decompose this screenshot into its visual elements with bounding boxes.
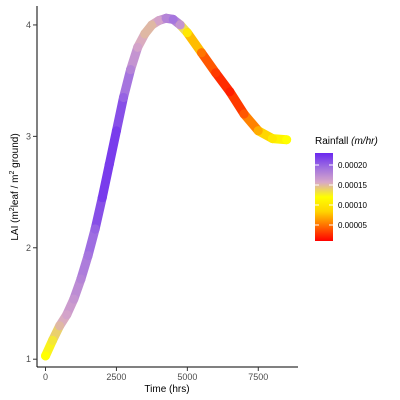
data-point bbox=[55, 321, 65, 331]
legend-title-prefix: Rainfall bbox=[315, 136, 351, 147]
data-point bbox=[168, 14, 178, 24]
x-tick-label: 7500 bbox=[248, 372, 268, 382]
y-tick-label: 1 bbox=[26, 354, 31, 364]
data-point bbox=[97, 193, 107, 203]
data-point bbox=[239, 109, 249, 119]
data-point bbox=[253, 126, 263, 136]
data-point bbox=[182, 28, 192, 38]
y-tick-label: 3 bbox=[26, 131, 31, 141]
x-tick-label: 0 bbox=[43, 372, 48, 382]
data-point bbox=[119, 92, 129, 102]
data-point bbox=[69, 294, 79, 304]
series-segment bbox=[97, 159, 114, 203]
y-axis-ticks: 1 2 3 4 bbox=[26, 20, 37, 364]
y-axis-title: LAI (m2leaf / m2 ground) bbox=[9, 133, 21, 240]
series-segment bbox=[83, 224, 100, 261]
data-point bbox=[62, 310, 72, 320]
data-point bbox=[161, 13, 171, 23]
y-axis-title-sup2: 2 bbox=[9, 171, 16, 175]
data-point bbox=[282, 135, 292, 145]
data-point bbox=[104, 159, 114, 169]
series-segment bbox=[104, 126, 121, 169]
data-point bbox=[90, 224, 100, 234]
legend-ticks: 0.00005 0.00010 0.00015 0.00020 bbox=[315, 161, 367, 230]
y-tick-label: 4 bbox=[26, 20, 31, 30]
legend-colorbar bbox=[315, 153, 333, 241]
plot-panel: 0 2500 5000 7500 1 2 3 4 bbox=[26, 6, 298, 382]
y-axis-title-mid: leaf / m bbox=[10, 175, 21, 208]
data-point bbox=[154, 15, 164, 25]
series-segment bbox=[119, 65, 136, 102]
legend-title-unit: (m/hr) bbox=[351, 136, 378, 147]
x-tick-label: 2500 bbox=[106, 372, 126, 382]
legend-tick-label: 0.00015 bbox=[338, 181, 367, 190]
legend: Rainfall (m/hr) 0.000050.000100.000150.0… bbox=[315, 136, 378, 241]
data-point bbox=[211, 68, 221, 78]
data-point bbox=[83, 251, 93, 261]
data-point bbox=[197, 48, 207, 58]
data-series bbox=[41, 13, 292, 361]
x-tick-label: 5000 bbox=[177, 372, 197, 382]
data-point bbox=[111, 126, 121, 136]
x-axis-title: Time (hrs) bbox=[144, 384, 189, 395]
y-axis-title-sup1: 2 bbox=[9, 207, 16, 211]
data-point bbox=[133, 42, 143, 52]
data-point bbox=[126, 65, 136, 75]
legend-tick-label: 0.00010 bbox=[338, 201, 367, 210]
legend-tick-label: 0.00005 bbox=[338, 221, 367, 230]
data-point bbox=[41, 351, 51, 361]
data-point bbox=[147, 20, 157, 30]
data-point bbox=[175, 20, 185, 30]
y-axis-title-suffix: ground) bbox=[10, 133, 21, 170]
legend-title: Rainfall (m/hr) bbox=[315, 136, 378, 147]
x-axis-ticks: 0 2500 5000 7500 bbox=[43, 367, 268, 382]
data-point bbox=[48, 335, 58, 345]
series-segment bbox=[111, 92, 129, 136]
data-point bbox=[267, 134, 277, 144]
data-point bbox=[140, 29, 150, 39]
series-segment bbox=[90, 193, 107, 234]
y-axis-title-prefix: LAI (m bbox=[10, 211, 21, 240]
data-point bbox=[225, 87, 235, 97]
y-tick-label: 2 bbox=[26, 243, 31, 253]
legend-tick-label: 0.00020 bbox=[338, 161, 367, 170]
data-point bbox=[76, 274, 86, 284]
